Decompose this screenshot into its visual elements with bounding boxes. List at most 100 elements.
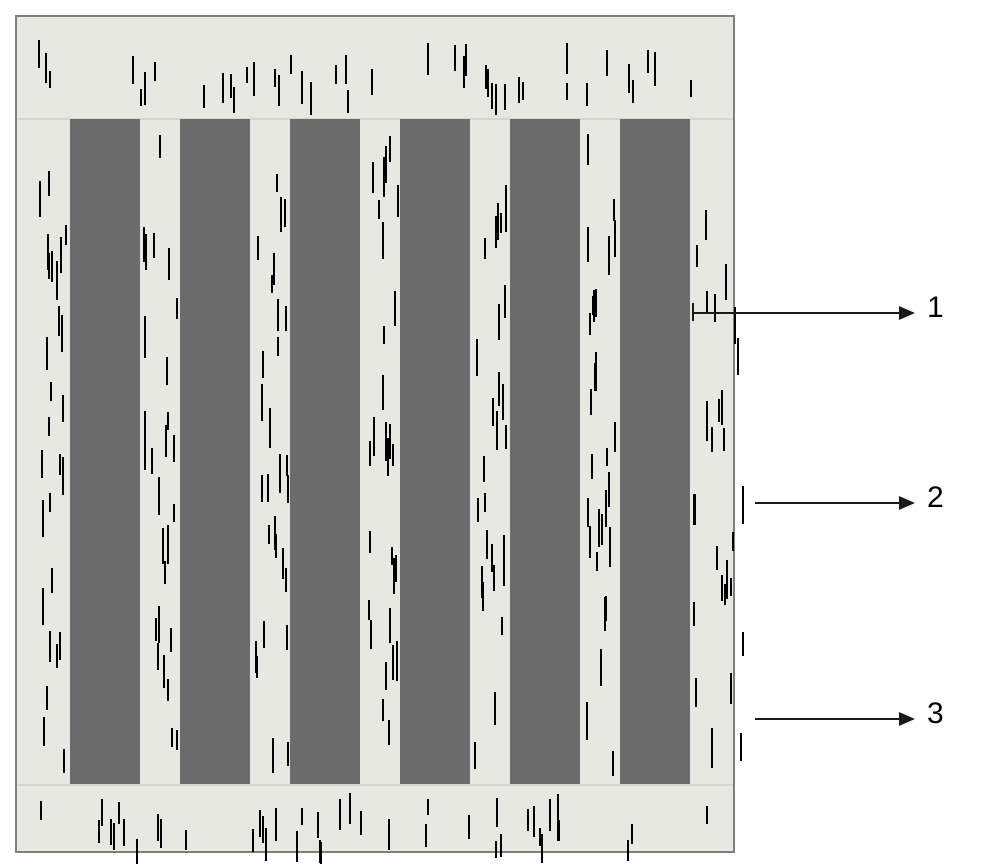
texture-dash [43,717,45,746]
texture-dash [284,199,286,228]
texture-dash [60,237,62,274]
texture-dash [394,291,396,326]
texture-dash [742,486,744,524]
texture-dash [349,793,351,824]
texture-dash [275,808,277,841]
texture-dash [373,417,375,455]
texture-dash [48,417,50,436]
texture-dash [484,238,486,259]
texture-dash [742,632,744,656]
texture-dash [277,299,279,331]
texture-dash [369,441,371,466]
texture-dash [549,799,551,831]
texture-dash [706,806,708,824]
callout-line [755,718,899,720]
texture-dash [647,50,649,73]
texture-dash [151,448,153,474]
texture-dash [51,251,53,282]
texture-dash [286,625,288,650]
texture-dash [252,829,254,852]
texture-dash [594,363,596,391]
texture-dash [501,617,503,636]
texture-dash [269,408,271,448]
texture-dash [45,53,47,83]
texture-dash [696,245,698,267]
texture-dash [721,390,723,425]
texture-dash [145,234,147,269]
texture-dash [496,798,498,827]
vertical-bar [290,119,360,784]
texture-dash [118,802,120,824]
texture-dash [468,815,470,839]
texture-dash [262,351,264,379]
texture-dash [609,527,611,567]
texture-dash [310,82,312,115]
texture-dash [275,534,277,558]
texture-dash [371,69,373,95]
texture-dash [273,253,275,285]
texture-dash [280,197,282,231]
texture-dash [259,810,261,837]
texture-dash [590,389,592,415]
texture-dash [495,216,497,248]
texture-dash [505,185,507,208]
texture-dash [389,424,391,459]
texture-dash [587,498,589,527]
texture-dash [153,233,155,259]
texture-dash [62,457,64,496]
texture-dash [144,411,146,450]
texture-dash [286,455,288,476]
texture-dash [39,181,41,217]
texture-dash [268,525,270,544]
texture-dash [123,819,125,846]
texture-dash [246,67,248,83]
texture-dash [714,294,716,322]
texture-dash [388,720,390,745]
texture-dash [504,285,506,318]
vertical-bar [620,119,690,784]
texture-dash [154,62,156,80]
texture-dash [495,84,497,115]
texture-dash [631,824,633,843]
arrow-head-icon [899,712,915,726]
texture-dash [101,799,103,826]
texture-dash [287,742,289,766]
texture-dash [606,448,608,466]
texture-dash [505,425,507,449]
texture-dash [319,840,321,863]
texture-dash [605,490,607,528]
texture-dash [491,83,493,108]
texture-dash [372,162,374,194]
texture-dash [49,493,51,512]
texture-dash [586,83,588,106]
texture-dash [155,618,157,641]
texture-dash [261,475,263,502]
texture-dash [628,64,630,93]
texture-dash [233,87,235,113]
texture-dash [345,55,347,84]
texture-dash [711,427,713,452]
texture-dash [427,43,429,75]
texture-dash [498,372,500,401]
texture-dash [168,248,170,280]
texture-dash [587,134,589,165]
texture-dash [272,738,274,773]
texture-dash [483,456,485,483]
texture-dash [496,411,498,450]
texture-dash [185,830,187,850]
texture-dash [606,50,608,76]
texture-dash [391,547,393,566]
texture-dash [706,291,708,314]
texture-dash [285,568,287,592]
texture-dash [497,203,499,240]
texture-dash [253,62,255,95]
texture-dash [614,220,616,258]
texture-dash [317,812,319,839]
texture-dash [62,395,64,422]
texture-dash [395,555,397,582]
texture-dash [389,608,391,643]
texture-dash [339,799,341,830]
texture-dash [427,799,429,815]
texture-dash [498,304,500,340]
texture-dash [495,841,497,858]
